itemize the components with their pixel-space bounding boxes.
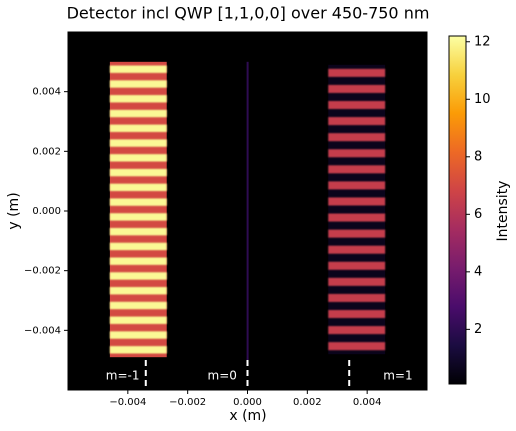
chart-title: Detector incl QWP [1,1,0,0] over 450-750… <box>67 4 430 23</box>
x-tick-label: −0.002 <box>169 397 206 408</box>
fringe <box>328 213 386 222</box>
colorbar-label: Intensity <box>495 181 511 242</box>
block-base <box>328 64 386 355</box>
x-axis-label: x (m) <box>229 408 266 424</box>
fringe <box>109 65 167 73</box>
block-base <box>109 61 167 358</box>
fringe <box>109 287 167 295</box>
fringe <box>328 133 386 142</box>
x-tick-label: 0.004 <box>353 397 382 408</box>
fringe <box>109 331 167 339</box>
colorbar-tick-label: 6 <box>474 207 482 222</box>
fringe <box>109 272 167 280</box>
colorbar-tick-label: 4 <box>474 264 482 279</box>
fringe <box>109 139 167 147</box>
x-tick-label: 0.000 <box>233 397 262 408</box>
colorbar-tick-label: 2 <box>474 322 482 337</box>
fringe <box>109 168 167 177</box>
y-axis-label: y (m) <box>6 192 22 229</box>
fringe <box>328 326 386 335</box>
fringe <box>109 124 167 132</box>
fringe <box>109 316 167 324</box>
fringe <box>328 261 386 270</box>
x-tick-label: 0.002 <box>293 397 322 408</box>
annotation-label: m=1 <box>383 369 412 383</box>
fringe <box>328 293 386 302</box>
fringe <box>328 84 386 93</box>
y-tick-label: −0.004 <box>24 325 61 336</box>
block-base <box>246 61 249 361</box>
fringe <box>109 198 167 206</box>
y-tick-label: 0.004 <box>32 87 61 98</box>
fringe <box>328 149 386 158</box>
fringe <box>109 242 167 251</box>
y-tick-label: 0.000 <box>32 206 61 217</box>
fringe <box>109 301 167 310</box>
fringe <box>328 245 386 254</box>
fringe <box>109 80 167 88</box>
annotation-label: m=-1 <box>106 369 140 383</box>
fringe <box>328 309 386 319</box>
fringe <box>109 346 167 354</box>
fringe <box>109 95 167 103</box>
fringe <box>328 197 386 206</box>
colorbar-tick-label: 10 <box>474 92 491 107</box>
y-tick-label: −0.002 <box>24 266 61 277</box>
y-tick-label: 0.002 <box>32 146 61 157</box>
fringe <box>109 109 167 118</box>
colorbar-tick-label: 8 <box>474 149 482 164</box>
fringe <box>328 342 386 351</box>
annotation-label: m=0 <box>208 369 237 383</box>
fringe <box>109 154 167 162</box>
fringe <box>109 213 167 221</box>
fringe <box>328 165 386 174</box>
fringe <box>109 227 167 236</box>
fringe <box>328 277 386 286</box>
fringe <box>328 117 386 126</box>
fringe <box>328 68 386 77</box>
x-tick-label: −0.004 <box>109 397 146 408</box>
fringe <box>109 183 167 192</box>
fringe <box>328 229 386 238</box>
colorbar-tick-label: 12 <box>474 34 491 49</box>
colorbar <box>448 35 467 385</box>
fringe <box>109 257 167 265</box>
fringe <box>328 181 386 190</box>
fringe <box>328 100 386 110</box>
